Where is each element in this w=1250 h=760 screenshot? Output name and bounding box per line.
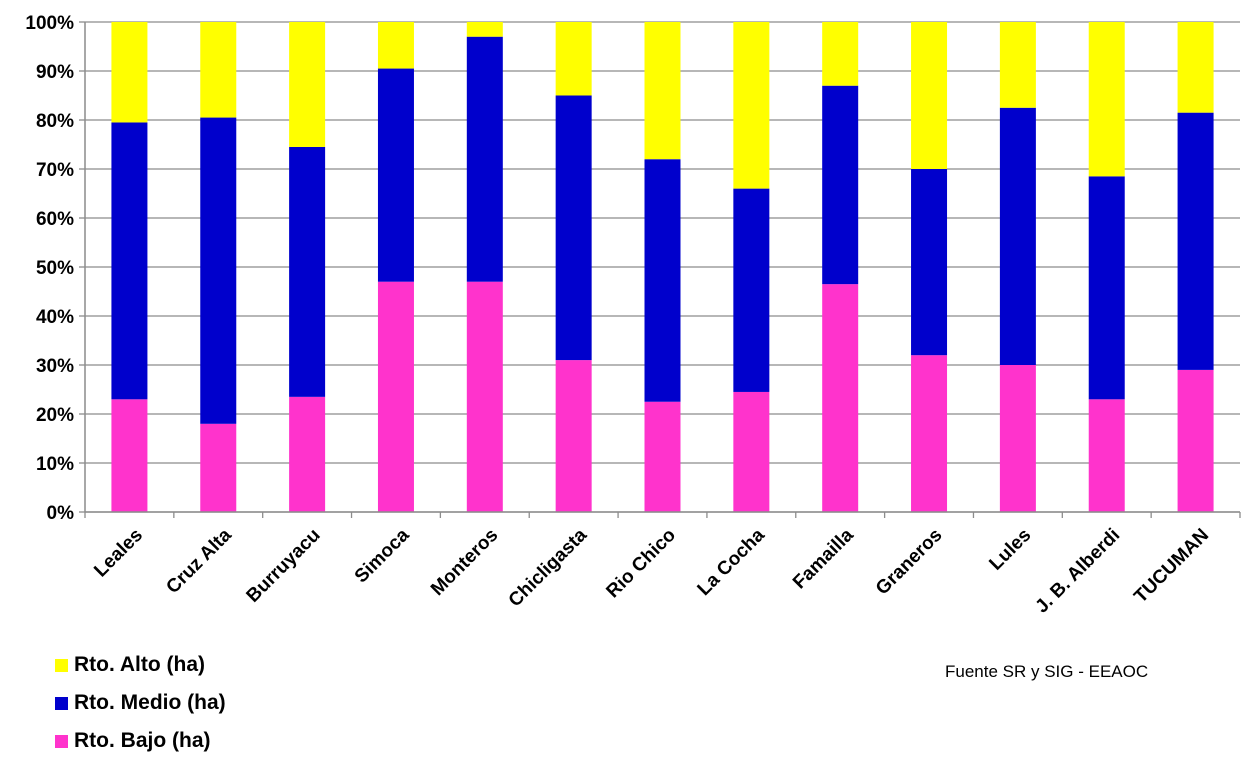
y-tick-label: 60% bbox=[36, 209, 74, 230]
x-category-label: Chicligasta bbox=[505, 524, 592, 611]
bar-segment-bajo bbox=[555, 360, 592, 512]
x-category-label: Monteros bbox=[427, 525, 502, 600]
y-tick-label: 90% bbox=[36, 62, 74, 83]
bar-segment-medio bbox=[200, 117, 237, 424]
legend-item-bajo: Rto. Bajo (ha) bbox=[55, 722, 226, 760]
legend-label-bajo: Rto. Bajo (ha) bbox=[74, 729, 211, 752]
bar-segment-bajo bbox=[1088, 399, 1125, 512]
bar-segment-alto bbox=[377, 22, 414, 69]
bar-stack-cruz-alta bbox=[200, 22, 237, 512]
x-category-label: J. B. Alberdi bbox=[1032, 525, 1125, 618]
x-category-label: La Cocha bbox=[694, 524, 770, 600]
bar-segment-medio bbox=[1177, 112, 1214, 370]
y-tick-label: 50% bbox=[36, 258, 74, 279]
bar-segment-medio bbox=[377, 68, 414, 282]
bar-segment-alto bbox=[911, 22, 948, 169]
bar-segment-bajo bbox=[466, 281, 503, 512]
x-category-label: Rio Chico bbox=[602, 525, 680, 603]
bar-segment-medio bbox=[466, 36, 503, 282]
bar-stack-tucuman bbox=[1177, 22, 1214, 512]
y-axis-tick-labels: 0% 10% 20% 30% 40% 50% 60% 70% 80% 90% 100% bbox=[25, 13, 74, 524]
legend-swatch-medio bbox=[55, 696, 68, 710]
bar-segment-alto bbox=[466, 22, 503, 37]
y-tick-label: 20% bbox=[36, 405, 74, 426]
bar-segment-medio bbox=[733, 188, 770, 392]
bar-segment-bajo bbox=[644, 401, 681, 512]
bar-segment-bajo bbox=[200, 423, 237, 512]
stacked-bar-chart: 0% 10% 20% 30% 40% 50% 60% 70% 80% 90% 100% Leales… bbox=[25, 13, 1241, 617]
axes bbox=[79, 21, 1241, 518]
x-category-label: Lules bbox=[985, 525, 1035, 575]
bar-segment-bajo bbox=[111, 399, 148, 512]
x-category-label: Leales bbox=[90, 525, 147, 582]
bar-segment-alto bbox=[200, 22, 237, 118]
x-axis-category-labels: Leales Cruz Alta Burruyacu Simoca Monteros Ch… bbox=[90, 524, 1213, 617]
bar-segment-alto bbox=[111, 22, 148, 123]
legend: Rto. Alto (ha) Rto. Medio (ha) Rto. Bajo… bbox=[55, 646, 226, 760]
x-category-label: Famailla bbox=[789, 524, 858, 593]
bar-segment-bajo bbox=[377, 281, 414, 512]
y-tick-label: 70% bbox=[36, 160, 74, 181]
bar-stack-la-cocha bbox=[733, 22, 770, 512]
x-category-label: Simoca bbox=[351, 524, 414, 587]
bar-segment-medio bbox=[644, 159, 681, 402]
bar-stack-chicligasta bbox=[555, 22, 592, 512]
legend-label-medio: Rto. Medio (ha) bbox=[74, 691, 226, 714]
y-tick-label: 100% bbox=[25, 13, 74, 34]
bars bbox=[111, 22, 1214, 512]
bar-segment-alto bbox=[999, 22, 1036, 108]
bar-stack-famailla bbox=[822, 22, 859, 512]
bar-stack-monteros bbox=[466, 22, 503, 512]
bar-segment-alto bbox=[555, 22, 592, 96]
bar-segment-medio bbox=[999, 107, 1036, 365]
bar-segment-alto bbox=[1088, 22, 1125, 177]
bar-segment-bajo bbox=[1177, 369, 1214, 512]
bar-stack-leales bbox=[111, 22, 148, 512]
bar-segment-bajo bbox=[911, 355, 948, 512]
y-tick-label: 40% bbox=[36, 307, 74, 328]
bar-segment-alto bbox=[1177, 22, 1214, 113]
bar-stack-simoca bbox=[377, 22, 414, 512]
legend-swatch-bajo bbox=[55, 734, 68, 748]
legend-label-alto: Rto. Alto (ha) bbox=[74, 653, 206, 676]
bar-stack-j-b-alberdi bbox=[1088, 22, 1125, 512]
y-tick-label: 10% bbox=[36, 454, 74, 475]
bar-segment-medio bbox=[822, 85, 859, 285]
bar-segment-bajo bbox=[733, 391, 770, 512]
bar-stack-graneros bbox=[911, 22, 948, 512]
bar-segment-bajo bbox=[999, 365, 1036, 512]
bar-stack-burruyacu bbox=[289, 22, 326, 512]
bar-segment-alto bbox=[822, 22, 859, 86]
bar-stack-rio-chico bbox=[644, 22, 681, 512]
x-category-label: TUCUMAN bbox=[1130, 525, 1213, 608]
bar-segment-medio bbox=[555, 95, 592, 361]
x-category-label: Cruz Alta bbox=[162, 524, 236, 598]
y-tick-label: 0% bbox=[47, 503, 75, 524]
y-tick-label: 30% bbox=[36, 356, 74, 377]
bar-segment-medio bbox=[1088, 176, 1125, 400]
bar-segment-medio bbox=[111, 122, 148, 400]
legend-item-alto: Rto. Alto (ha) bbox=[55, 646, 226, 684]
bar-segment-bajo bbox=[289, 396, 326, 512]
legend-item-medio: Rto. Medio (ha) bbox=[55, 684, 226, 722]
bar-segment-alto bbox=[644, 22, 681, 160]
bar-segment-medio bbox=[911, 169, 948, 356]
bar-segment-alto bbox=[289, 22, 326, 147]
bar-segment-alto bbox=[733, 22, 770, 189]
source-note: Fuente SR y SIG - EEAOC bbox=[945, 662, 1149, 681]
y-tick-label: 80% bbox=[36, 111, 74, 132]
bar-segment-bajo bbox=[822, 284, 859, 512]
x-category-label: Burruyacu bbox=[243, 525, 325, 607]
legend-swatch-alto bbox=[55, 658, 68, 672]
x-category-label: Graneros bbox=[872, 525, 947, 600]
bar-stack-lules bbox=[999, 22, 1036, 512]
bar-segment-medio bbox=[289, 146, 326, 397]
